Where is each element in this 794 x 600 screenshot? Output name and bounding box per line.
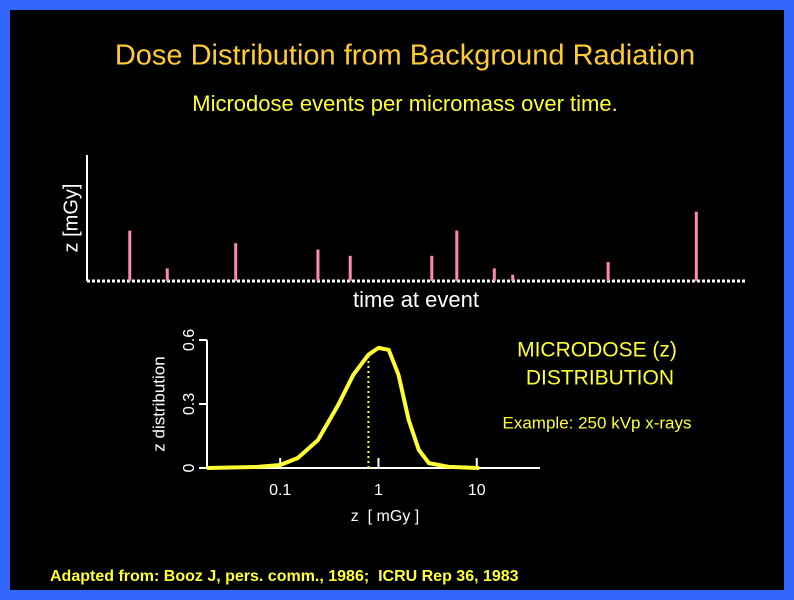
title: Dose Distribution from Background Radiat… (115, 40, 695, 72)
x-axis-label: time at event (353, 287, 479, 312)
event-bar (606, 262, 610, 281)
event-bar (234, 243, 238, 281)
y-tick-label: 0.6 (181, 329, 198, 351)
footer: Adapted from: Booz J, pers. comm., 1986;… (50, 568, 519, 585)
annotation: Example: 250 kVp x-rays (503, 413, 692, 432)
event-bar (455, 230, 459, 281)
y-axis-label: z distribution (149, 356, 168, 451)
event-bar (348, 255, 352, 281)
event-bar (694, 211, 698, 281)
event-bar (511, 274, 515, 281)
y-tick-label: 0.3 (181, 393, 198, 415)
event-bar (128, 230, 132, 281)
x-tick-label: 0.1 (269, 482, 291, 499)
annotation: MICRODOSE (z) (517, 339, 677, 362)
event-bar (165, 268, 169, 281)
distribution-curve (206, 345, 480, 470)
event-bar (316, 249, 320, 281)
background (10, 10, 784, 590)
y-axis-label: z [mGy] (60, 184, 82, 253)
event-bar (492, 268, 496, 281)
subtitle: Microdose events per micromass over time… (192, 91, 617, 116)
event-bar (430, 255, 434, 281)
y-tick-label: 0 (181, 463, 198, 472)
x-axis-label: z [ mGy ] (351, 508, 419, 525)
x-tick-label: 1 (374, 482, 383, 499)
annotation: DISTRIBUTION (520, 367, 674, 390)
x-tick-label: 10 (468, 482, 486, 499)
